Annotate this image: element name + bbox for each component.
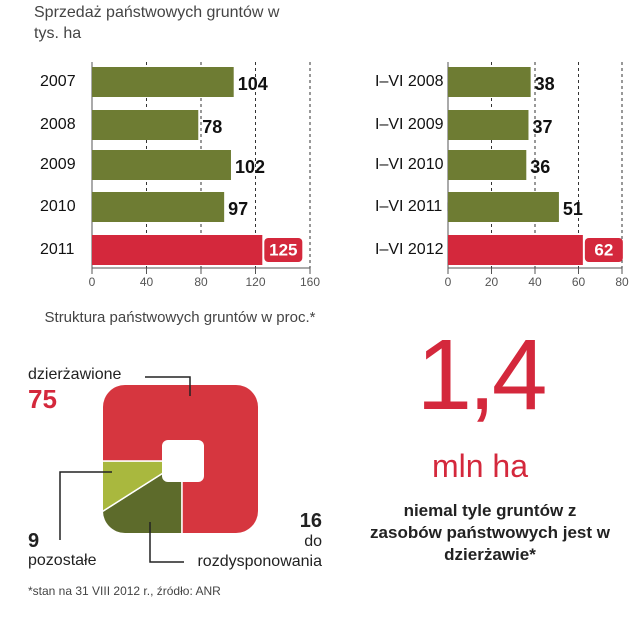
y-tick-label: 2008 bbox=[40, 116, 76, 133]
legend-label: do rozdysponowania bbox=[197, 533, 322, 570]
x-tick-label: 0 bbox=[445, 275, 452, 289]
value-label-box bbox=[264, 238, 303, 262]
value-label: 104 bbox=[238, 74, 268, 94]
value-label: 9 bbox=[28, 530, 40, 552]
x-tick-label: 80 bbox=[194, 275, 208, 289]
bar bbox=[92, 110, 199, 140]
x-tick-label: 60 bbox=[572, 275, 586, 289]
bar bbox=[448, 192, 559, 222]
x-tick-label: 20 bbox=[485, 275, 499, 289]
donut-hole bbox=[162, 440, 204, 482]
value-label: 16 bbox=[299, 510, 322, 532]
donut-title: Struktura państwowych gruntów w proc.* bbox=[44, 309, 316, 326]
value-label: 38 bbox=[535, 74, 555, 94]
bar bbox=[448, 67, 531, 97]
value-label: 78 bbox=[202, 117, 222, 137]
y-tick-label: I–VI 2012 r. bbox=[375, 241, 457, 258]
y-tick-label: I–VI 2009 r. bbox=[375, 116, 457, 133]
donut-segment bbox=[103, 460, 185, 533]
bar bbox=[92, 192, 225, 222]
stat-value: 1,4 bbox=[416, 319, 547, 431]
x-tick-label: 120 bbox=[245, 275, 265, 289]
leader bbox=[149, 522, 184, 563]
y-tick-label: 2009 bbox=[40, 156, 76, 173]
value-label: 36 bbox=[530, 157, 550, 177]
x-tick-label: 40 bbox=[528, 275, 542, 289]
bar bbox=[448, 235, 583, 265]
bar bbox=[92, 150, 231, 180]
donut bbox=[103, 385, 258, 533]
value-label: 75 bbox=[28, 384, 57, 414]
value-label: 102 bbox=[235, 157, 265, 177]
bar bbox=[448, 110, 529, 140]
legend-label: pozostałe bbox=[28, 552, 97, 569]
donut-segment bbox=[103, 459, 183, 533]
value-label: 62 bbox=[594, 240, 613, 259]
y-tick-label: 2011 bbox=[40, 241, 75, 258]
value-label-box bbox=[584, 238, 623, 262]
leader bbox=[59, 471, 112, 540]
legend-label: dzierżawione bbox=[28, 366, 122, 383]
y-tick-label: I–VI 2008 r. bbox=[375, 73, 457, 90]
x-tick-label: 0 bbox=[89, 275, 96, 289]
stat-unit: mln ha bbox=[431, 448, 529, 484]
y-tick-label: I–VI 2010 r. bbox=[375, 156, 457, 173]
x-tick-label: 40 bbox=[140, 275, 154, 289]
x-tick-label: 160 bbox=[300, 275, 320, 289]
bar bbox=[92, 67, 234, 97]
footnote: *stan na 31 VIII 2012 r., źródło: ANR bbox=[28, 584, 221, 598]
value-label: 37 bbox=[532, 117, 552, 137]
stat-caption: niemal tyle gruntów z zasobów państwowyc… bbox=[370, 501, 610, 564]
leader bbox=[145, 376, 191, 396]
y-tick-label: 2010 bbox=[40, 198, 76, 215]
value-label: 51 bbox=[563, 199, 583, 219]
value-label: 97 bbox=[228, 199, 248, 219]
x-tick-label: 80 bbox=[615, 275, 629, 289]
y-tick-label: I–VI 2011 r. bbox=[375, 198, 456, 215]
bar bbox=[92, 235, 263, 265]
bar bbox=[448, 150, 527, 180]
value-label: 125 bbox=[269, 240, 297, 259]
y-tick-label: 2007 bbox=[40, 73, 76, 90]
title: Sprzedaż państwowych gruntów w tys. ha bbox=[34, 4, 280, 42]
